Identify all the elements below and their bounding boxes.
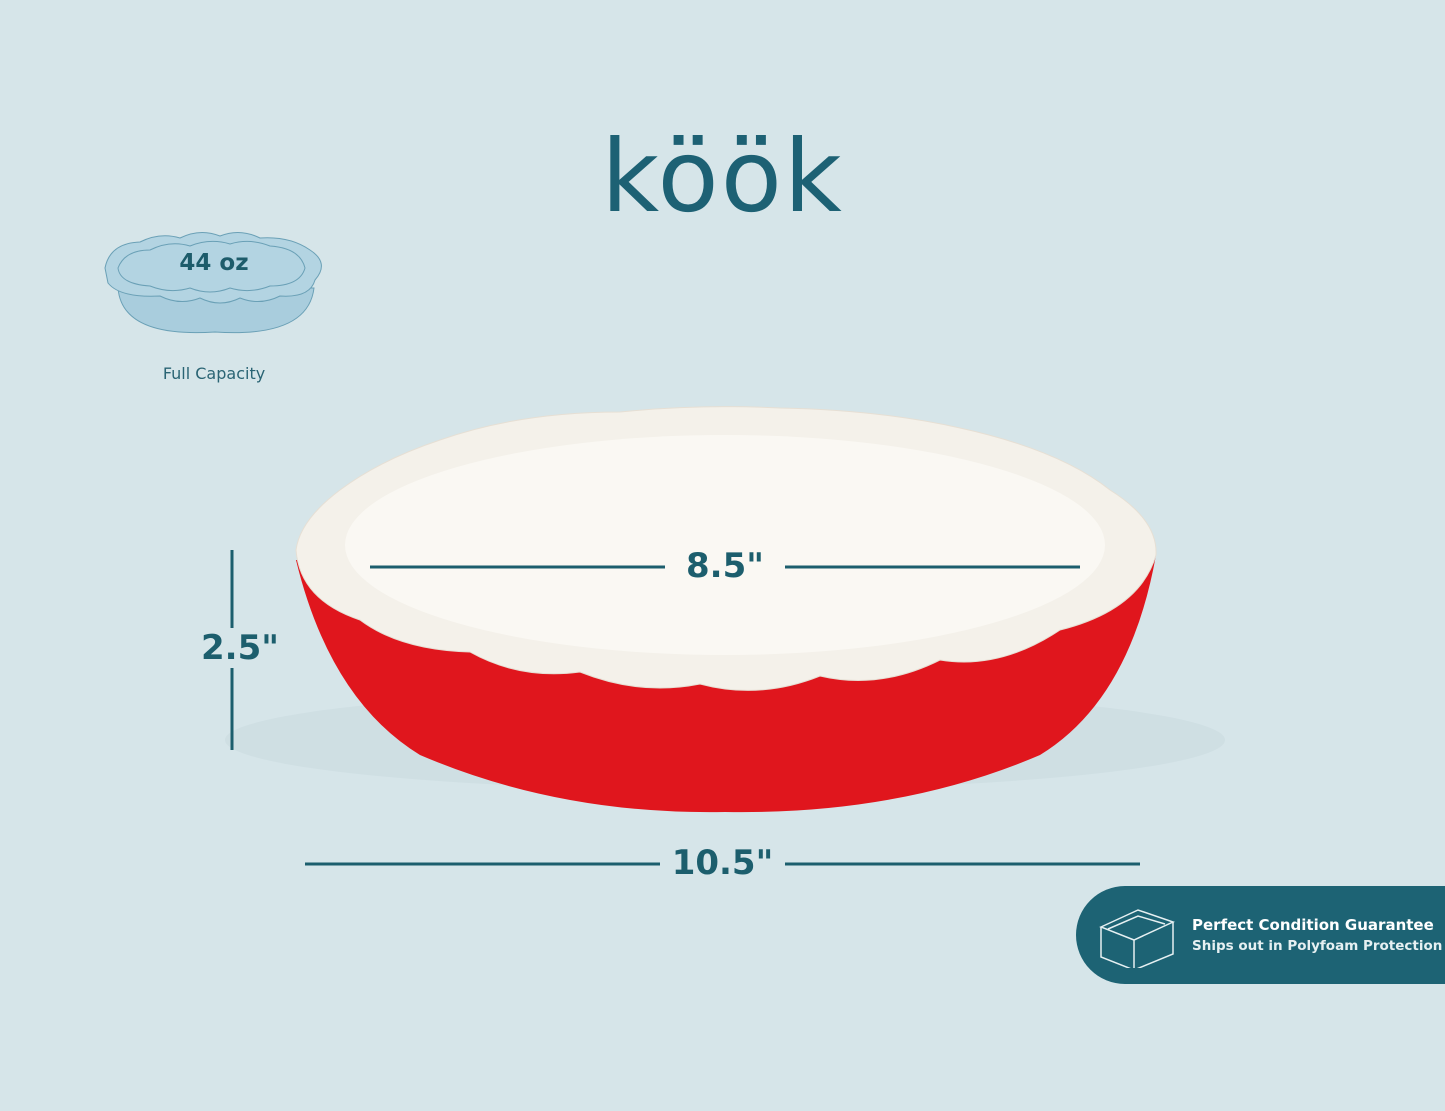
height-label: 2.5" <box>195 628 285 668</box>
brand-logo: köök <box>601 118 844 235</box>
box-icon <box>1099 909 1176 968</box>
guarantee-badge: Perfect Condition Guarantee Ships out in… <box>1076 886 1445 984</box>
guarantee-title: Perfect Condition Guarantee <box>1192 916 1434 934</box>
capacity-value: 44 oz <box>179 250 249 276</box>
inner-diameter-label: 8.5" <box>686 546 764 586</box>
guarantee-subtitle: Ships out in Polyfoam Protection <box>1192 938 1443 954</box>
capacity-label: Full Capacity <box>162 364 266 383</box>
outer-width-label: 10.5" <box>671 843 774 883</box>
capacity-dish-icon <box>104 232 322 334</box>
